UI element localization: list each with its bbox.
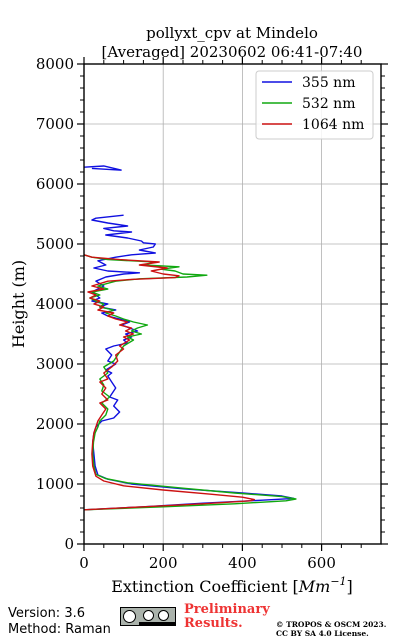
y-tick-label: 3000 — [36, 355, 74, 373]
y-tick-label: 4000 — [36, 295, 74, 313]
cc-license-icon — [120, 607, 176, 626]
x-tick-label: 200 — [149, 554, 178, 572]
x-tick-label: 600 — [307, 554, 336, 572]
y-tick-label: 2000 — [36, 415, 74, 433]
series-line-532-nm — [83, 254, 297, 511]
preliminary-line2: Results. — [184, 616, 243, 631]
copyright-line1: © TROPOS & OSCM 2023. — [276, 620, 387, 629]
series-line-1064-nm — [83, 254, 256, 511]
copyright-notice: © TROPOS & OSCM 2023. CC BY SA 4.0 Licen… — [276, 620, 386, 638]
x-tick-label: 0 — [79, 554, 89, 572]
chart-title-line2: [Averaged] 20230602 06:41-07:40 — [102, 43, 363, 61]
y-tick-label: 6000 — [36, 175, 74, 193]
x-axis-label-unit: Mm — [298, 577, 331, 596]
chart: pollyxt_cpv at Mindelo [Averaged] 202306… — [9, 24, 388, 596]
legend-box — [255, 70, 374, 140]
legend-label: 355 nm — [302, 75, 355, 91]
tick-labels: 0 200 400 600010002000300040005000600070008… — [36, 55, 336, 572]
version-text: Version: 3.6 — [8, 606, 85, 621]
method-text: Method: Raman — [8, 622, 111, 637]
y-tick-label: 1000 — [36, 475, 74, 493]
copyright-line2: CC BY SA 4.0 License. — [276, 629, 369, 638]
legend-label: 532 nm — [302, 96, 355, 112]
y-tick-label: 0 — [64, 535, 74, 553]
preliminary-line1: Preliminary — [184, 602, 270, 617]
cc-icon — [123, 610, 136, 623]
sa-icon — [158, 610, 169, 621]
series-line-355-nm-upper — [83, 165, 122, 171]
y-tick-label: 7000 — [36, 115, 74, 133]
legend: 355 nm 532 nm 1064 nm — [255, 70, 374, 140]
preliminary-notice: Preliminary Results. — [184, 603, 270, 631]
license-strip — [139, 622, 175, 626]
by-icon — [143, 610, 154, 621]
x-axis-label-exponent: −1 — [330, 575, 346, 588]
y-axis-label: Height (m) — [9, 260, 28, 348]
footer-info: Version: 3.6 Method: Raman — [8, 606, 111, 638]
y-tick-label: 8000 — [36, 55, 74, 73]
y-tick-label: 5000 — [36, 235, 74, 253]
x-axis-label: Extinction Coefficient [Mm−1] — [111, 575, 353, 596]
series-layer — [83, 165, 297, 511]
x-axis-label-end: ] — [347, 577, 353, 596]
x-axis-label-text: Extinction Coefficient [ — [111, 577, 299, 596]
ticks — [77, 57, 388, 551]
legend-label: 1064 nm — [302, 117, 364, 133]
chart-title-line1: pollyxt_cpv at Mindelo — [146, 24, 318, 42]
x-tick-label: 400 — [228, 554, 257, 572]
